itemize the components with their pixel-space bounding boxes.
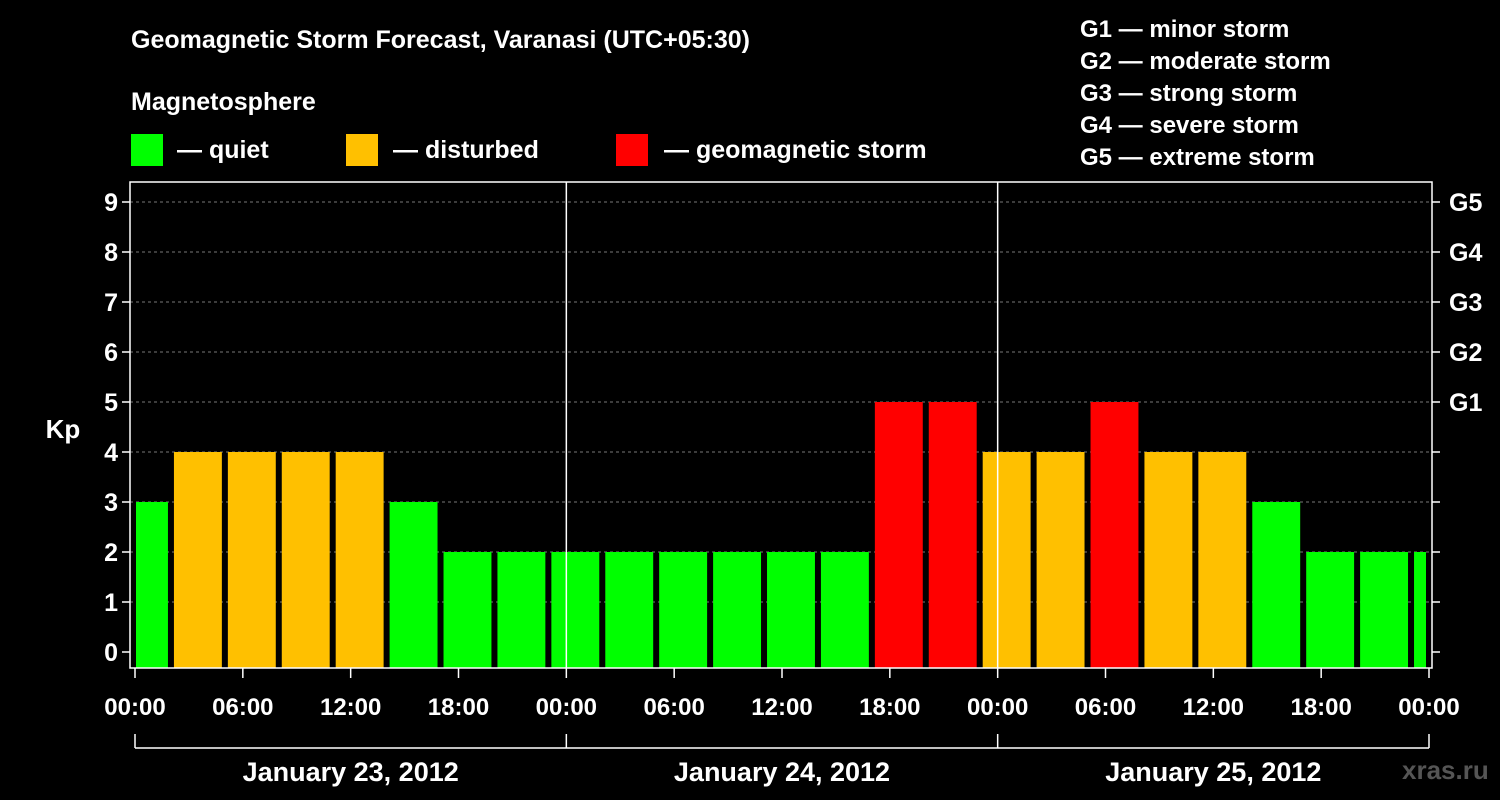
- legend-swatch-disturbed: [346, 134, 378, 166]
- kp-bar: [173, 452, 222, 668]
- watermark: xras.ru: [1402, 755, 1489, 785]
- magnetosphere-label: Magnetosphere: [131, 88, 316, 116]
- kp-bar: [389, 502, 438, 668]
- kp-bar: [136, 502, 168, 668]
- y-tick-label: 8: [104, 239, 118, 267]
- kp-bar: [1198, 452, 1247, 668]
- kp-bar: [713, 552, 762, 668]
- g-level-label: G2: [1449, 339, 1482, 367]
- kp-bar: [335, 452, 384, 668]
- kp-bar: [1036, 452, 1085, 668]
- date-label: January 25, 2012: [1105, 757, 1321, 787]
- x-tick-label: 06:00: [212, 694, 273, 721]
- g-level-label: G5: [1449, 189, 1482, 217]
- y-tick-label: 3: [104, 489, 118, 517]
- y-tick-label: 2: [104, 539, 118, 567]
- y-tick-label: 6: [104, 339, 118, 367]
- kp-bar: [1360, 552, 1409, 668]
- kp-bar: [874, 402, 923, 668]
- g-level-label: G4: [1449, 239, 1482, 267]
- storm-level-g5: G5 — extreme storm: [1080, 144, 1315, 171]
- x-tick-label: 06:00: [643, 694, 704, 721]
- kp-bar: [928, 402, 977, 668]
- kp-bar: [497, 552, 546, 668]
- x-tick-label: 18:00: [428, 694, 489, 721]
- g-level-label: G1: [1449, 389, 1482, 417]
- chart-title: Geomagnetic Storm Forecast, Varanasi (UT…: [131, 26, 750, 54]
- y-tick-label: 4: [104, 439, 118, 467]
- x-tick-label: 12:00: [751, 694, 812, 721]
- storm-level-g2: G2 — moderate storm: [1080, 48, 1331, 75]
- kp-bar: [767, 552, 815, 668]
- date-label: January 23, 2012: [243, 757, 459, 787]
- kp-bar: [659, 552, 708, 668]
- x-tick-label: 18:00: [859, 694, 920, 721]
- storm-level-g4: G4 — severe storm: [1080, 112, 1299, 139]
- kp-bar: [1144, 452, 1193, 668]
- kp-bar: [820, 552, 869, 668]
- kp-bar: [227, 452, 276, 668]
- y-tick-label: 0: [104, 639, 118, 667]
- kp-bar: [281, 452, 330, 668]
- legend-label-disturbed: — disturbed: [393, 136, 539, 164]
- legend-swatch-quiet: [131, 134, 163, 166]
- kp-bar: [443, 552, 492, 668]
- kp-bar: [551, 552, 600, 668]
- x-tick-label: 12:00: [1183, 694, 1244, 721]
- x-tick-label: 18:00: [1290, 694, 1351, 721]
- y-tick-label: 7: [104, 289, 118, 317]
- storm-level-g1: G1 — minor storm: [1080, 16, 1290, 43]
- x-tick-label: 06:00: [1075, 694, 1136, 721]
- legend-swatch-storm: [616, 134, 648, 166]
- y-tick-label: 1: [104, 589, 118, 617]
- plot-frame: [129, 181, 1433, 669]
- kp-bar: [1414, 552, 1426, 668]
- x-tick-label: 12:00: [320, 694, 381, 721]
- legend-label-quiet: — quiet: [177, 136, 269, 164]
- y-tick-label: 5: [104, 389, 118, 417]
- legend-label-storm: — geomagnetic storm: [664, 136, 927, 164]
- storm-level-g3: G3 — strong storm: [1080, 80, 1298, 107]
- kp-bar: [1090, 402, 1139, 668]
- y-tick-label: 9: [104, 189, 118, 217]
- kp-bar: [982, 452, 1031, 668]
- date-label: January 24, 2012: [674, 757, 890, 787]
- g-level-label: G3: [1449, 289, 1482, 317]
- x-tick-label: 00:00: [104, 694, 165, 721]
- y-axis-label: Kp: [46, 414, 81, 444]
- kp-bar: [1306, 552, 1355, 668]
- kp-bar: [1252, 502, 1301, 668]
- x-tick-label: 00:00: [967, 694, 1028, 721]
- x-tick-label: 00:00: [1398, 694, 1459, 721]
- x-tick-label: 00:00: [536, 694, 597, 721]
- kp-bar: [605, 552, 654, 668]
